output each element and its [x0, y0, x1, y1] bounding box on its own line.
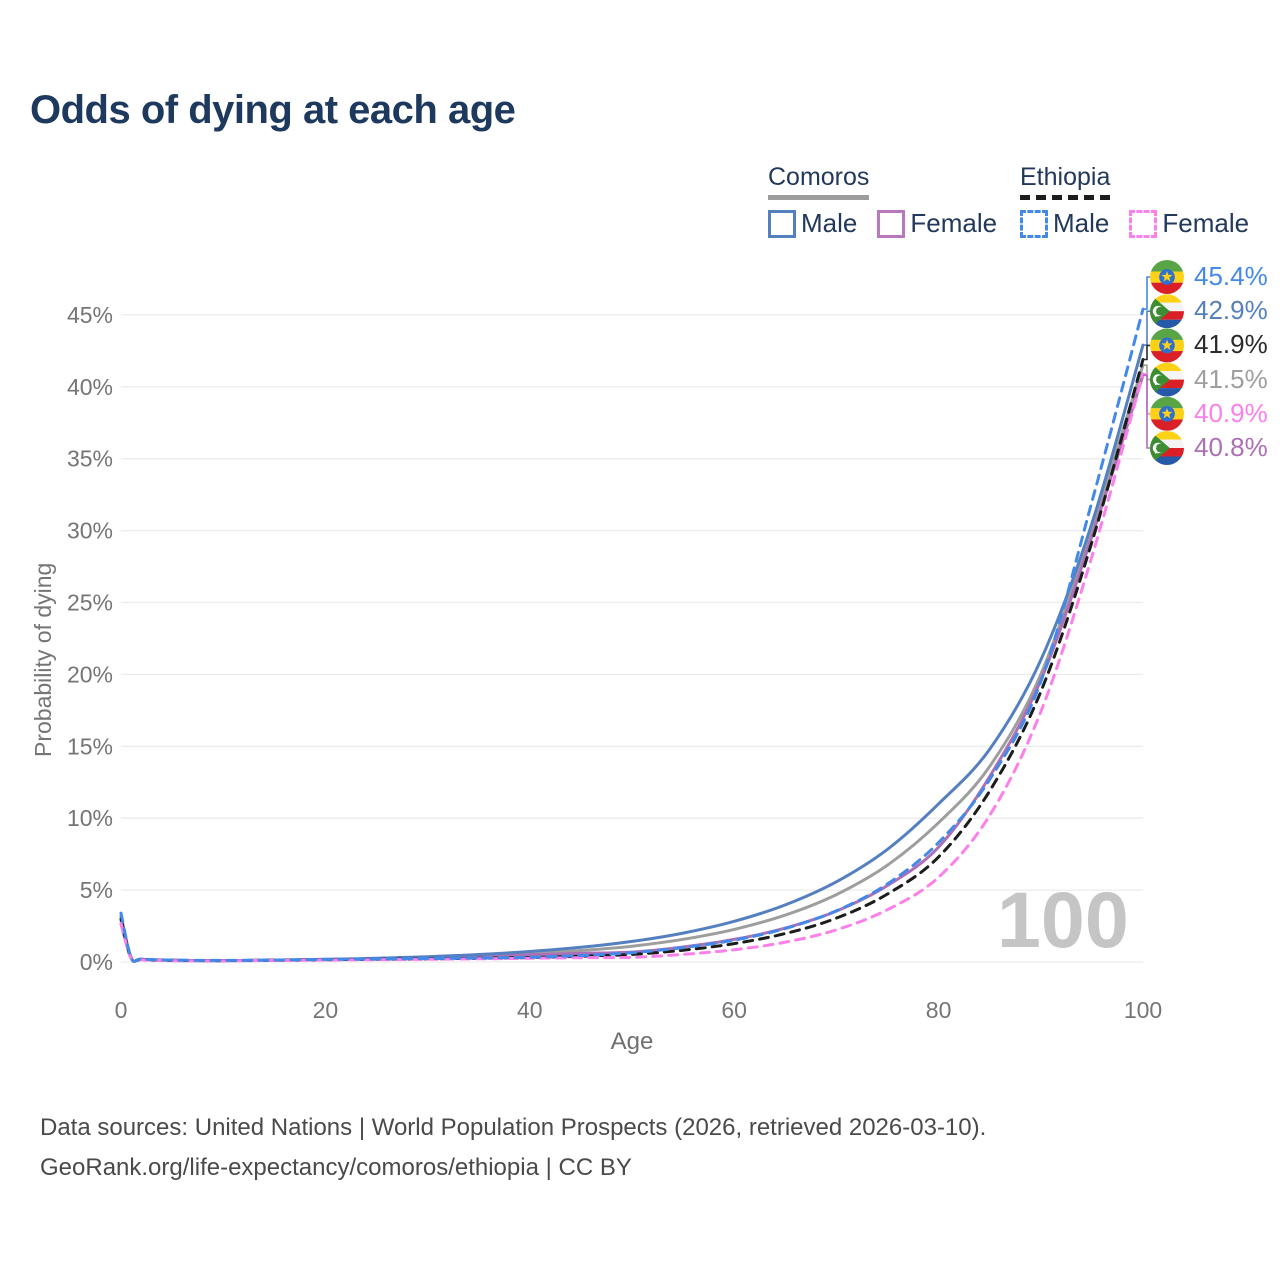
ethiopia-male-swatch-icon: [1020, 209, 1048, 238]
y-axis-title: Probability of dying: [30, 562, 56, 757]
y-tick-label: 25%: [67, 590, 113, 616]
legend-label: Female: [1162, 208, 1250, 238]
legend-country-comoros: Comoros: [768, 163, 870, 200]
end-label-ethiopia-combined: 41.9%: [1188, 329, 1268, 360]
legend-item-ethiopia-female[interactable]: Female: [1129, 208, 1249, 239]
series-line-ethiopia-female: [119, 372, 1145, 963]
label-leader-lines: [1143, 276, 1150, 449]
comoros-flag-icon: [1150, 294, 1184, 328]
legend-label: Male: [1053, 208, 1110, 238]
end-label-value: 42.9%: [1194, 295, 1268, 326]
y-tick-label: 15%: [67, 733, 113, 759]
chart-title: Odds of dying at each age: [30, 88, 516, 132]
leader-line: [1143, 374, 1150, 449]
footer-attribution: GeoRank.org/life-expectancy/comoros/ethi…: [40, 1154, 632, 1181]
y-tick-label: 45%: [67, 302, 113, 328]
end-label-value: 41.5%: [1194, 363, 1268, 394]
end-label-ethiopia-male: 45.4%: [1188, 261, 1268, 292]
comoros-female-swatch-icon: [877, 209, 906, 238]
x-tick-label: 0: [115, 997, 128, 1023]
y-tick-label: 0%: [80, 949, 113, 975]
axis-ticks: 0% 5% 10% 15% 20% 25% 30% 35% 40% 45% 0 20 40 60 80 100: [67, 302, 1162, 1023]
data-series: [119, 307, 1145, 963]
ethiopia-flag-icon: [1150, 328, 1184, 362]
x-tick-label: 100: [1124, 997, 1162, 1023]
legend-item-ethiopia-male[interactable]: Male: [1020, 208, 1109, 239]
footer-sources: Data sources: United Nations | World Pop…: [40, 1114, 987, 1141]
series-line-ethiopia-male: [119, 307, 1145, 963]
flag-icons: [1150, 260, 1184, 465]
end-label-comoros-female: 40.8%: [1188, 432, 1268, 463]
legend-country-ethiopia: Ethiopia: [1020, 163, 1111, 200]
end-label-value: 40.8%: [1194, 432, 1268, 462]
x-tick-label: 40: [517, 997, 543, 1023]
legend-group-ethiopia: Ethiopia Male Female: [1020, 163, 1269, 239]
end-label-comoros-male: 42.9%: [1188, 295, 1268, 326]
ethiopia-female-swatch-icon: [1129, 209, 1158, 238]
comoros-flag-icon: [1150, 363, 1184, 397]
legend-group-comoros: Comoros Male Female: [768, 163, 1017, 239]
end-label-comoros-combined: 41.5%: [1188, 364, 1268, 395]
y-tick-label: 20%: [67, 661, 113, 687]
ethiopia-flag-icon: [1150, 397, 1184, 431]
ethiopia-flag-icon: [1150, 260, 1184, 294]
series-line-comoros-combined: [119, 363, 1145, 963]
y-tick-label: 35%: [67, 446, 113, 472]
x-tick-label: 60: [721, 997, 747, 1023]
leader-line: [1143, 364, 1150, 381]
series-line-ethiopia-combined: [119, 358, 1145, 963]
series-line-comoros-male: [119, 343, 1145, 963]
age-watermark: 100: [997, 875, 1129, 964]
leader-line: [1143, 310, 1150, 346]
end-label-value: 45.4%: [1194, 261, 1268, 291]
y-tick-label: 30%: [67, 518, 113, 544]
series-line-comoros-female: [119, 373, 1145, 963]
x-tick-label: 80: [926, 997, 952, 1023]
leader-line: [1143, 344, 1150, 361]
legend-item-comoros-male[interactable]: Male: [768, 208, 857, 239]
y-tick-label: 40%: [67, 374, 113, 400]
y-tick-label: 5%: [80, 877, 113, 903]
y-tick-label: 10%: [67, 805, 113, 831]
end-label-value: 40.9%: [1194, 397, 1268, 428]
comoros-flag-icon: [1150, 431, 1184, 465]
leader-line: [1143, 276, 1150, 310]
comoros-male-swatch-icon: [768, 209, 796, 238]
x-tick-label: 20: [313, 997, 339, 1023]
end-label-value: 41.9%: [1194, 329, 1268, 360]
footer: Data sources: United Nations | World Pop…: [40, 1108, 986, 1188]
gridlines: [121, 314, 1143, 963]
legend-label: Male: [801, 208, 858, 238]
legend-item-comoros-female[interactable]: Female: [877, 208, 997, 239]
x-axis-title: Age: [610, 1028, 654, 1055]
legend-label: Female: [910, 208, 998, 238]
end-label-ethiopia-female: 40.9%: [1188, 398, 1268, 429]
